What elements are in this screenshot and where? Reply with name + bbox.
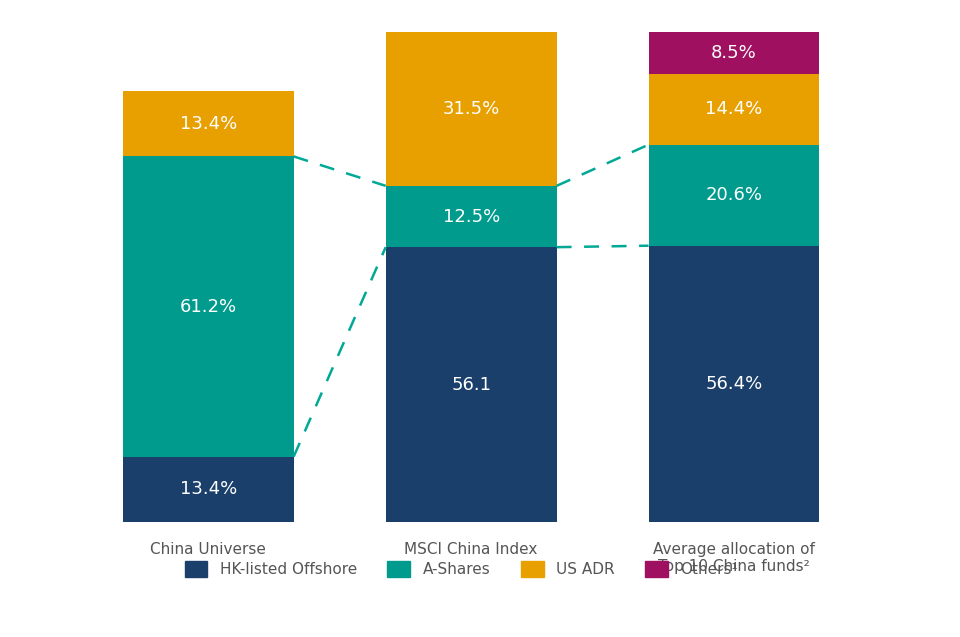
Bar — [649, 32, 820, 74]
Text: 61.2%: 61.2% — [180, 297, 237, 315]
Text: 13.4%: 13.4% — [180, 115, 237, 132]
Text: 31.5%: 31.5% — [443, 99, 500, 118]
Text: 56.1: 56.1 — [451, 376, 492, 394]
Text: Average allocation of
Top 10 China funds²: Average allocation of Top 10 China funds… — [653, 542, 815, 575]
Bar — [386, 186, 557, 247]
Bar — [123, 457, 294, 522]
Text: 20.6%: 20.6% — [706, 186, 762, 204]
Text: 8.5%: 8.5% — [711, 44, 756, 62]
Legend: HK-listed Offshore, A-Shares, US ADR, Others¹: HK-listed Offshore, A-Shares, US ADR, Ot… — [179, 555, 744, 583]
Text: 56.4%: 56.4% — [706, 375, 762, 393]
Text: China Universe: China Universe — [151, 542, 266, 557]
Bar — [123, 90, 294, 157]
Text: MSCI China Index: MSCI China Index — [404, 542, 538, 557]
Bar — [386, 31, 557, 186]
Bar — [649, 145, 820, 246]
Text: 13.4%: 13.4% — [180, 480, 237, 499]
Bar — [386, 247, 557, 522]
Bar — [123, 157, 294, 457]
Bar — [649, 246, 820, 522]
Bar — [649, 74, 820, 145]
Text: 14.4%: 14.4% — [706, 101, 762, 118]
Text: 12.5%: 12.5% — [443, 208, 500, 225]
